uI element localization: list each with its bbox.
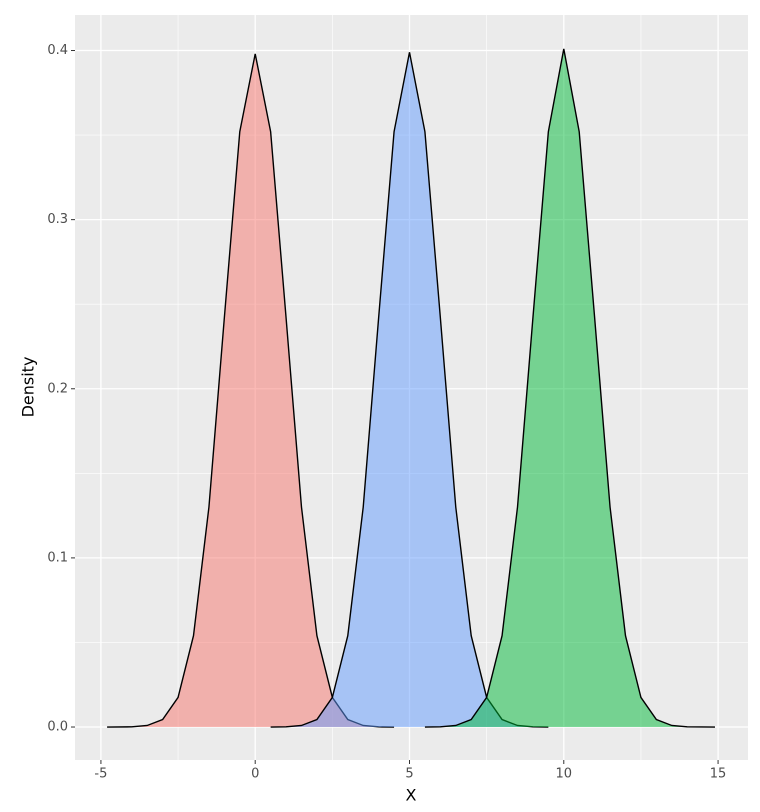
x-axis-label: X [406, 786, 417, 805]
x-tick-label: -5 [94, 767, 107, 782]
density-area [107, 53, 395, 728]
x-tick-label: 10 [556, 767, 573, 782]
y-tick-label: 0.3 [47, 212, 68, 227]
y-tick-label: 0.4 [47, 43, 68, 58]
x-tick-label: 15 [710, 767, 727, 782]
x-tick-label: 0 [251, 767, 259, 782]
y-tick-label: 0.0 [47, 720, 68, 735]
density-area [424, 48, 715, 728]
y-tick-label: 0.1 [47, 550, 68, 565]
x-tick-label: 5 [405, 767, 413, 782]
y-tick-label: 0.2 [47, 381, 68, 396]
density-area [270, 52, 549, 728]
density-line [424, 48, 715, 728]
y-axis-label: Density [19, 357, 38, 418]
